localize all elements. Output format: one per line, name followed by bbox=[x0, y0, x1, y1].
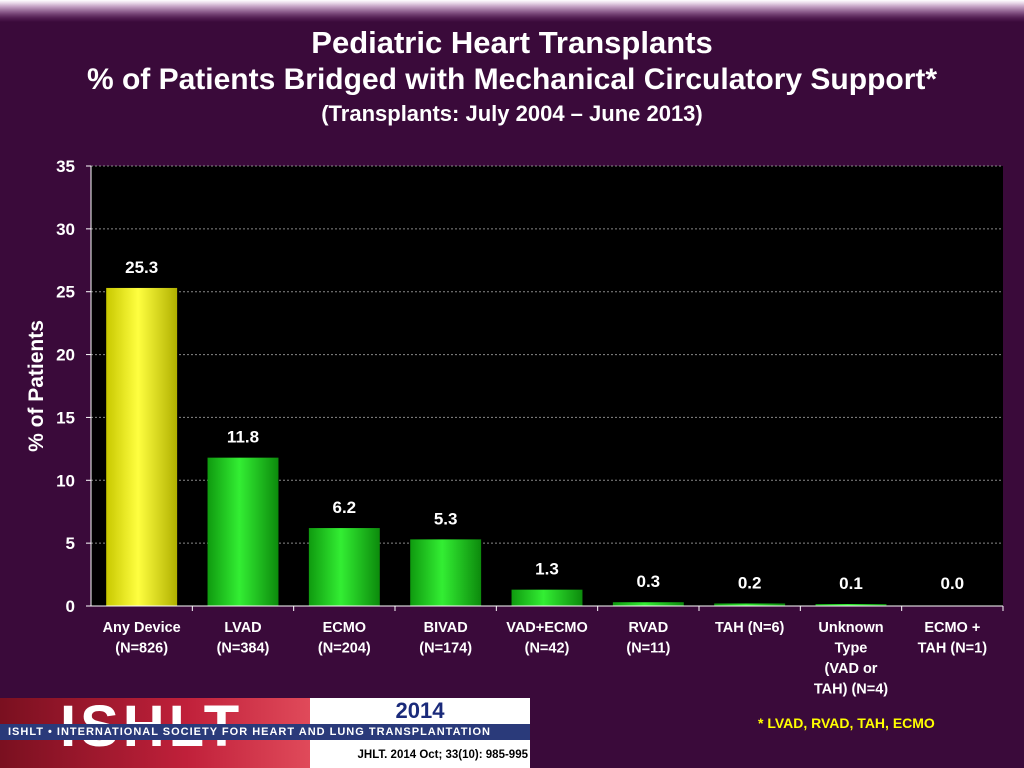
data-label-6: 0.2 bbox=[738, 573, 762, 592]
data-label-5: 0.3 bbox=[637, 572, 661, 591]
x-tick-label-6: TAH (N=6) bbox=[715, 620, 785, 636]
data-label-2: 6.2 bbox=[333, 498, 357, 517]
chart-title: Pediatric Heart Transplants bbox=[311, 25, 713, 60]
x-tick-label-line: VAD+ECMO bbox=[506, 620, 588, 636]
x-tick-label-3: BIVAD (N=174) bbox=[419, 620, 472, 657]
bar-0 bbox=[106, 287, 178, 606]
x-tick-label-0: Any Device (N=826) bbox=[103, 620, 181, 657]
x-tick-label-line: ECMO bbox=[323, 620, 367, 636]
x-tick-label-line: Any Device bbox=[103, 620, 181, 636]
x-tick-label-line: TAH) (N=4) bbox=[814, 682, 888, 698]
ishlt-logo: ISHLT 2014 ISHLT • INTERNATIONAL SOCIETY… bbox=[0, 698, 530, 768]
chart-subtitle: % of Patients Bridged with Mechanical Ci… bbox=[86, 63, 938, 96]
y-axis-label: % of Patients bbox=[25, 320, 48, 452]
chart-date-range: (Transplants: July 2004 – June 2013) bbox=[321, 101, 703, 126]
bar-4 bbox=[511, 589, 583, 606]
x-tick-label-line: TAH (N=1) bbox=[918, 641, 988, 657]
title-block: Pediatric Heart Transplants % of Patient… bbox=[0, 24, 1024, 130]
x-tick-label-line: RVAD bbox=[628, 620, 668, 636]
x-tick-label-line: (N=42) bbox=[525, 641, 570, 657]
y-axis-ticks: 0 5 10 15 20 25 30 35 bbox=[56, 157, 1003, 616]
top-decorative-stripes bbox=[0, 0, 1024, 22]
bars bbox=[106, 287, 887, 606]
y-tick-label: 35 bbox=[56, 157, 75, 176]
y-tick-label: 30 bbox=[56, 220, 75, 239]
data-label-3: 5.3 bbox=[434, 509, 458, 528]
x-tick-label-line: Unknown bbox=[818, 620, 883, 636]
bar-3 bbox=[410, 539, 482, 606]
x-tick-label-line: Type bbox=[835, 641, 868, 657]
x-tick-label-2: ECMO (N=204) bbox=[318, 620, 371, 657]
data-label-8: 0.0 bbox=[941, 574, 965, 593]
bar-5 bbox=[612, 602, 684, 606]
y-tick-label: 0 bbox=[66, 597, 75, 616]
data-labels: 25.3 11.8 6.2 5.3 1.3 0.3 0.2 0.1 0.0 bbox=[125, 258, 964, 593]
x-tick-label-1: LVAD (N=384) bbox=[217, 620, 270, 657]
x-tick-label-line: (N=174) bbox=[419, 641, 472, 657]
data-label-1: 11.8 bbox=[227, 428, 259, 447]
x-tick-label-line: ECMO + bbox=[924, 620, 980, 636]
y-tick-label: 10 bbox=[56, 471, 75, 490]
logo-year: 2014 bbox=[310, 698, 530, 724]
y-tick-label: 5 bbox=[66, 534, 75, 553]
x-tick-label-line: LVAD bbox=[224, 620, 261, 636]
x-tick-label-line: TAH (N=6) bbox=[715, 620, 785, 636]
data-label-4: 1.3 bbox=[535, 560, 559, 579]
bar-2 bbox=[308, 528, 380, 606]
x-tick-label-7: Unknown Type (VAD or TAH) (N=4) bbox=[814, 620, 888, 698]
y-tick-label: 15 bbox=[56, 408, 75, 427]
x-tick-label-line: (N=826) bbox=[115, 641, 168, 657]
x-tick-label-line: (N=384) bbox=[217, 641, 270, 657]
logo-band-text: ISHLT • INTERNATIONAL SOCIETY FOR HEART … bbox=[0, 724, 530, 740]
x-tick-label-8: ECMO + TAH (N=1) bbox=[918, 620, 988, 657]
x-tick-label-line: (N=11) bbox=[626, 641, 670, 657]
x-tick-label-4: VAD+ECMO (N=42) bbox=[506, 620, 588, 657]
x-tick-label-line: (VAD or bbox=[825, 661, 878, 677]
y-tick-label: 20 bbox=[56, 346, 75, 365]
data-label-0: 25.3 bbox=[125, 258, 158, 277]
footnote: * LVAD, RVAD, TAH, ECMO bbox=[758, 715, 935, 731]
x-tick-label-5: RVAD (N=11) bbox=[626, 620, 670, 657]
bar-1 bbox=[207, 457, 279, 606]
y-tick-label: 25 bbox=[56, 283, 75, 302]
x-tick-label-line: BIVAD bbox=[424, 620, 468, 636]
bar-6 bbox=[714, 603, 786, 606]
bar-chart: 25.3 11.8 6.2 5.3 1.3 0.3 0.2 0.1 0.0 0 5 10 15 20 25… bbox=[25, 157, 1004, 698]
x-tick-label-line: (N=204) bbox=[318, 641, 371, 657]
data-label-7: 0.1 bbox=[839, 574, 863, 593]
citation: JHLT. 2014 Oct; 33(10): 985-995 bbox=[310, 742, 530, 768]
bar-7 bbox=[815, 604, 887, 606]
x-axis-ticks: Any Device (N=826) LVAD (N=384) ECMO (N=204) B… bbox=[103, 606, 1004, 698]
